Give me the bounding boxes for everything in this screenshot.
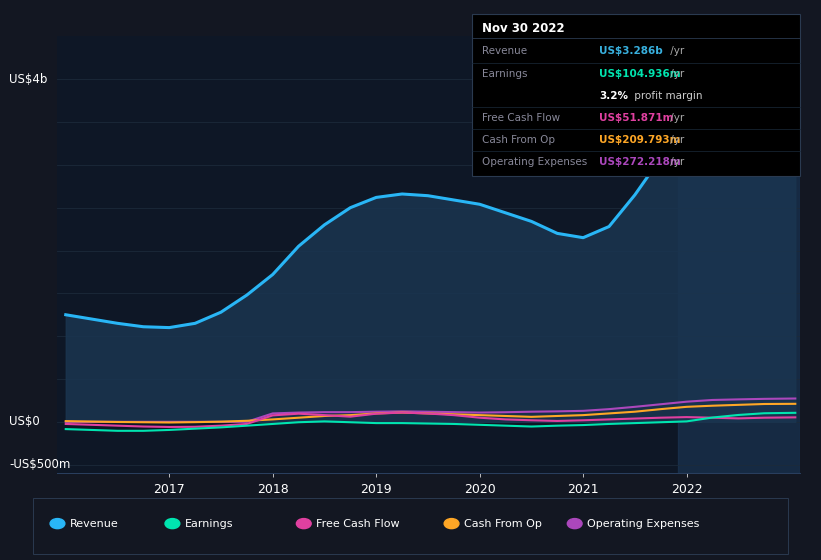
- Text: /yr: /yr: [667, 136, 685, 145]
- Text: Revenue: Revenue: [70, 519, 118, 529]
- Text: /yr: /yr: [667, 113, 685, 123]
- Text: /yr: /yr: [667, 46, 685, 57]
- Text: Earnings: Earnings: [482, 69, 527, 78]
- Text: Cash From Op: Cash From Op: [482, 136, 555, 145]
- Text: Revenue: Revenue: [482, 46, 527, 57]
- Text: Free Cash Flow: Free Cash Flow: [482, 113, 560, 123]
- Text: Cash From Op: Cash From Op: [464, 519, 542, 529]
- Text: Earnings: Earnings: [185, 519, 233, 529]
- Text: /yr: /yr: [667, 69, 685, 78]
- Text: /yr: /yr: [667, 157, 685, 167]
- Text: 3.2%: 3.2%: [599, 91, 628, 101]
- Text: US$272.218m: US$272.218m: [599, 157, 681, 167]
- Text: -US$500m: -US$500m: [9, 458, 71, 471]
- Text: US$104.936m: US$104.936m: [599, 69, 681, 78]
- Text: profit margin: profit margin: [631, 91, 702, 101]
- Bar: [678, 36, 800, 473]
- Text: US$0: US$0: [9, 416, 40, 428]
- Text: US$4b: US$4b: [9, 73, 48, 86]
- Text: Free Cash Flow: Free Cash Flow: [316, 519, 400, 529]
- Text: US$3.286b: US$3.286b: [599, 46, 663, 57]
- Text: US$209.793m: US$209.793m: [599, 136, 681, 145]
- Text: Nov 30 2022: Nov 30 2022: [482, 21, 565, 35]
- Text: US$51.871m: US$51.871m: [599, 113, 674, 123]
- Text: Operating Expenses: Operating Expenses: [482, 157, 587, 167]
- Text: Operating Expenses: Operating Expenses: [587, 519, 699, 529]
